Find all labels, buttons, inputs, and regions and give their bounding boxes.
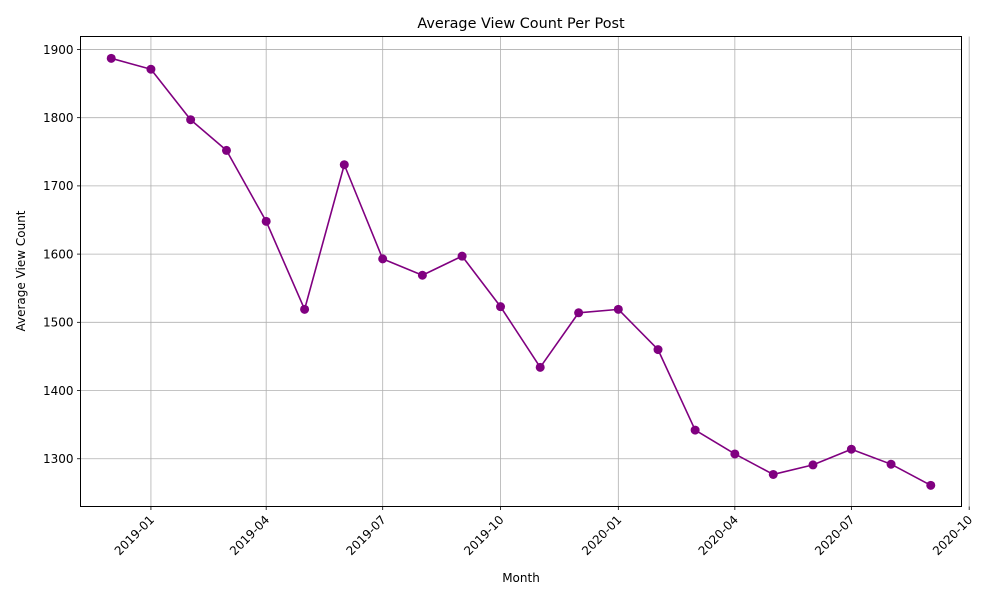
data-point bbox=[261, 216, 271, 226]
data-point bbox=[886, 459, 896, 469]
data-point bbox=[417, 270, 427, 280]
data-point bbox=[926, 480, 936, 490]
y-tick-label: 1700 bbox=[43, 179, 74, 193]
y-tick-label: 1800 bbox=[43, 111, 74, 125]
plot-frame bbox=[80, 36, 962, 507]
grid-lines bbox=[80, 36, 970, 507]
y-tick-label: 1400 bbox=[43, 384, 74, 398]
y-tick-label: 1300 bbox=[43, 452, 74, 466]
data-point bbox=[808, 460, 818, 470]
data-point bbox=[186, 115, 196, 125]
data-point bbox=[574, 308, 584, 318]
data-point bbox=[378, 254, 388, 264]
data-point bbox=[535, 362, 545, 372]
data-point bbox=[106, 53, 116, 63]
y-axis-ticks: 1300 1400 1500 1600 1700 1800 1900 bbox=[43, 43, 81, 466]
data-point bbox=[730, 449, 740, 459]
data-point bbox=[221, 145, 231, 155]
data-point bbox=[496, 302, 506, 312]
data-point bbox=[768, 469, 778, 479]
x-axis-title: Month bbox=[502, 571, 540, 585]
data-point bbox=[339, 160, 349, 170]
data-point bbox=[690, 425, 700, 435]
data-point bbox=[146, 64, 156, 74]
data-point bbox=[846, 444, 856, 454]
chart-title: Average View Count Per Post bbox=[417, 16, 625, 32]
series-line bbox=[111, 57, 932, 487]
y-tick-label: 1600 bbox=[43, 247, 74, 261]
y-axis-title: Average View Count bbox=[14, 210, 28, 331]
y-tick-label: 1900 bbox=[43, 43, 74, 57]
series-layer bbox=[106, 53, 936, 490]
data-point bbox=[613, 304, 623, 314]
data-point bbox=[653, 345, 663, 355]
y-tick-label: 1500 bbox=[43, 316, 74, 330]
data-point bbox=[457, 251, 467, 261]
data-point bbox=[300, 304, 310, 314]
